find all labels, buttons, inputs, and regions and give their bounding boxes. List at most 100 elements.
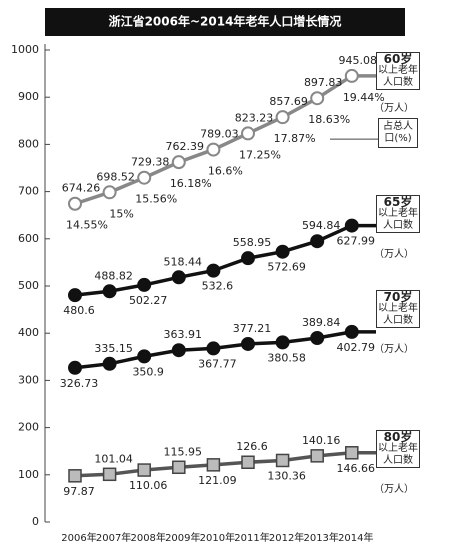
unit-label: （万人） [374, 484, 414, 495]
marker [68, 360, 82, 375]
value-label: 558.95 [233, 236, 272, 249]
value-label: 674.26 [62, 182, 101, 195]
marker [68, 288, 82, 303]
marker [206, 341, 221, 356]
legend-box: 65岁 以上老年人口数 [376, 195, 420, 233]
marker [241, 336, 255, 351]
marker [137, 277, 152, 292]
x-tick-label: 2012年 [269, 531, 304, 544]
value-label: 532.6 [202, 280, 234, 293]
legend-name: 60岁 [383, 52, 413, 66]
marker [344, 324, 359, 339]
legend-sublabel: 以上老年人口数 [378, 303, 418, 326]
marker [345, 446, 359, 460]
value-label: 326.73 [60, 377, 99, 390]
marker [171, 270, 186, 285]
x-tick-label: 2008年 [130, 531, 165, 544]
marker [275, 453, 290, 468]
value-label: 480.6 [63, 304, 95, 317]
value-label: 97.87 [63, 485, 95, 498]
value-label: 110.06 [129, 479, 168, 492]
value-label: 627.99 [337, 235, 376, 248]
value-label: 101.04 [94, 452, 133, 465]
value-label: 389.84 [302, 316, 341, 329]
marker [206, 458, 221, 472]
legend-sublabel: 以上老年人口数 [378, 208, 418, 231]
y-tick-label: 400 [18, 326, 39, 339]
marker [102, 185, 117, 200]
marker [206, 142, 221, 157]
y-tick-label: 1000 [11, 43, 39, 56]
value-label: 502.27 [129, 294, 168, 307]
marker [137, 349, 152, 364]
x-tick-label: 2010年 [200, 531, 235, 544]
y-tick-label: 900 [18, 90, 39, 103]
value-label: 698.52 [96, 170, 135, 183]
marker [344, 218, 359, 233]
value-label: 130.36 [267, 469, 306, 482]
marker [310, 234, 325, 249]
share-label: 14.55% [66, 219, 108, 232]
value-label: 729.38 [131, 156, 170, 169]
value-label: 140.16 [302, 434, 341, 447]
marker [310, 449, 324, 463]
value-label: 762.39 [166, 140, 205, 153]
y-tick-label: 500 [18, 279, 39, 292]
value-label: 897.83 [304, 76, 343, 89]
x-tick-label: 2014年 [338, 531, 373, 544]
share-label: 17.87% [274, 132, 316, 145]
value-label: 402.79 [337, 341, 376, 354]
value-label: 363.91 [164, 328, 203, 341]
marker [171, 155, 186, 170]
legend-box: 80岁 以上老年人口数 [376, 430, 420, 468]
share-label: 17.25% [239, 148, 281, 161]
unit-label: （万人） [374, 344, 414, 355]
marker [241, 251, 255, 266]
legend-name: 65岁 [383, 195, 413, 209]
value-label: 350.9 [132, 365, 164, 378]
share-box: 占总人口(%) [378, 118, 418, 148]
value-label: 594.84 [302, 219, 341, 232]
value-label: 380.58 [267, 351, 306, 364]
share-label: 15% [109, 207, 133, 220]
x-tick-label: 2006年 [61, 531, 96, 544]
value-label: 789.03 [200, 128, 239, 141]
marker [241, 126, 255, 141]
value-label: 857.69 [269, 95, 308, 108]
marker [171, 343, 186, 358]
share-label: 15.56% [135, 193, 177, 206]
share-label: 16.18% [170, 177, 212, 190]
unit-label: （万人） [374, 249, 414, 260]
x-tick-label: 2009年 [165, 531, 200, 544]
legend-name: 80岁 [383, 430, 413, 444]
marker [68, 196, 82, 211]
marker [102, 356, 117, 371]
value-label: 146.66 [337, 462, 376, 475]
value-label: 572.69 [267, 261, 306, 274]
marker [310, 91, 325, 106]
x-tick-label: 2011年 [234, 531, 269, 544]
legend-name: 70岁 [383, 290, 413, 304]
y-tick-label: 300 [18, 373, 39, 386]
value-label: 377.21 [233, 322, 272, 335]
title-bar [45, 8, 405, 36]
value-label: 367.77 [198, 357, 237, 370]
value-label: 945.08 [339, 54, 378, 67]
value-label: 488.82 [94, 269, 133, 282]
marker [172, 460, 186, 475]
x-tick-label: 2013年 [303, 531, 338, 544]
y-tick-label: 700 [18, 185, 39, 198]
marker [275, 244, 290, 259]
marker [137, 463, 151, 477]
marker [310, 330, 325, 345]
marker [102, 467, 117, 482]
legend-sublabel: 以上老年人口数 [378, 443, 418, 466]
marker [206, 263, 221, 278]
marker [275, 110, 290, 125]
share-label: 19.44% [343, 91, 385, 104]
y-tick-label: 800 [18, 137, 39, 150]
y-tick-label: 200 [18, 421, 39, 434]
unit-label: （万人） [374, 103, 414, 114]
